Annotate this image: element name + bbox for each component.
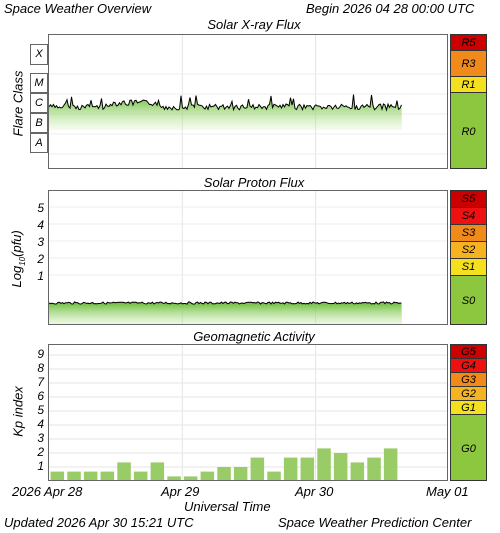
kp-bar	[200, 471, 215, 480]
scale-g5: G5	[451, 345, 486, 359]
x-tick-may01: May 01	[426, 484, 469, 499]
proton-flux-line	[49, 301, 402, 305]
x-tick-apr29: Apr 29	[161, 484, 200, 499]
kp-tick-6: 6	[37, 389, 44, 403]
xray-title: Solar X-ray Flux	[207, 17, 301, 32]
kp-bar	[217, 467, 231, 480]
kp-bar	[83, 471, 98, 480]
proton-flux-fill	[49, 301, 402, 324]
scale-s3: S3	[451, 225, 486, 242]
radiation-storm-scale: S5 S4 S3 S2 S1 S0	[450, 190, 487, 325]
kp-bar	[100, 471, 115, 480]
flare-class-a: A	[30, 133, 48, 153]
proton-tick-3: 3	[37, 235, 44, 249]
kp-bar	[317, 448, 331, 480]
kp-bar	[117, 462, 131, 480]
flare-class-b: B	[30, 113, 48, 133]
kp-bar	[300, 457, 315, 480]
proton-plot	[48, 190, 448, 325]
x-tick-apr30: Apr 30	[295, 484, 334, 499]
kp-bar	[133, 471, 148, 480]
proton-tick-1: 1	[37, 269, 44, 283]
scale-g3: G3	[451, 373, 486, 387]
kp-bar	[167, 476, 181, 480]
x-tick-apr28: 2026 Apr 28	[12, 484, 83, 499]
scale-s1: S1	[451, 259, 486, 276]
scale-r0: R0	[451, 93, 486, 168]
proton-title: Solar Proton Flux	[203, 175, 305, 190]
kp-bar	[50, 471, 65, 480]
geomag-title: Geomagnetic Activity	[193, 329, 315, 344]
kp-bar	[383, 448, 398, 480]
scale-s4: S4	[451, 208, 486, 225]
kp-tick-5: 5	[37, 403, 44, 417]
kp-tick-1: 1	[37, 459, 44, 473]
scale-r1: R1	[451, 77, 486, 93]
proton-tick-2: 2	[37, 252, 44, 266]
scale-g2: G2	[451, 387, 486, 401]
kp-tick-8: 8	[37, 361, 44, 375]
kp-bar	[367, 457, 381, 480]
scale-s0: S0	[451, 276, 486, 324]
begin-time: Begin 2026 04 28 00:00 UTC	[306, 1, 475, 16]
xray-ylabel: Flare Class	[10, 70, 26, 137]
flare-class-x: X	[30, 44, 48, 65]
geomag-plot	[48, 344, 448, 481]
scale-r5: R5	[451, 35, 486, 51]
updated-time: Updated 2026 Apr 30 15:21 UTC	[4, 515, 194, 530]
kp-tick-4: 4	[37, 417, 44, 431]
radio-blackout-scale: R5 R3 R1 R0	[450, 34, 487, 169]
scale-s2: S2	[451, 242, 486, 259]
flare-class-c: C	[30, 93, 48, 113]
scale-s5: S5	[451, 191, 486, 208]
xray-plot	[48, 34, 448, 169]
proton-chart-svg	[49, 191, 447, 324]
swpc-credit: Space Weather Prediction Center	[278, 515, 472, 530]
kp-bar	[150, 462, 165, 480]
flare-class-m: M	[30, 73, 48, 93]
kp-tick-9: 9	[37, 347, 44, 361]
scale-g0: G0	[451, 415, 486, 480]
xray-flux-line	[49, 94, 402, 112]
scale-g4: G4	[451, 359, 486, 373]
app-title: Space Weather Overview	[4, 1, 152, 16]
kp-bar	[283, 457, 298, 480]
kp-bar	[267, 471, 281, 480]
kp-bar	[183, 476, 198, 480]
scale-r3: R3	[451, 51, 486, 77]
kp-bar	[350, 462, 365, 480]
kp-chart-svg	[49, 345, 447, 480]
kp-bar	[233, 467, 248, 480]
geomagnetic-storm-scale: G5 G4 G3 G2 G1 G0	[450, 344, 487, 481]
xray-chart-svg	[49, 35, 447, 168]
x-axis-label: Universal Time	[184, 499, 271, 514]
proton-tick-5: 5	[37, 201, 44, 215]
kp-tick-3: 3	[37, 431, 44, 445]
kp-tick-7: 7	[37, 375, 44, 389]
proton-tick-4: 4	[37, 218, 44, 232]
scale-g1: G1	[451, 401, 486, 415]
kp-bar	[333, 453, 348, 480]
kp-bar	[67, 471, 81, 480]
kp-bar	[250, 457, 265, 480]
kp-tick-2: 2	[37, 445, 44, 459]
